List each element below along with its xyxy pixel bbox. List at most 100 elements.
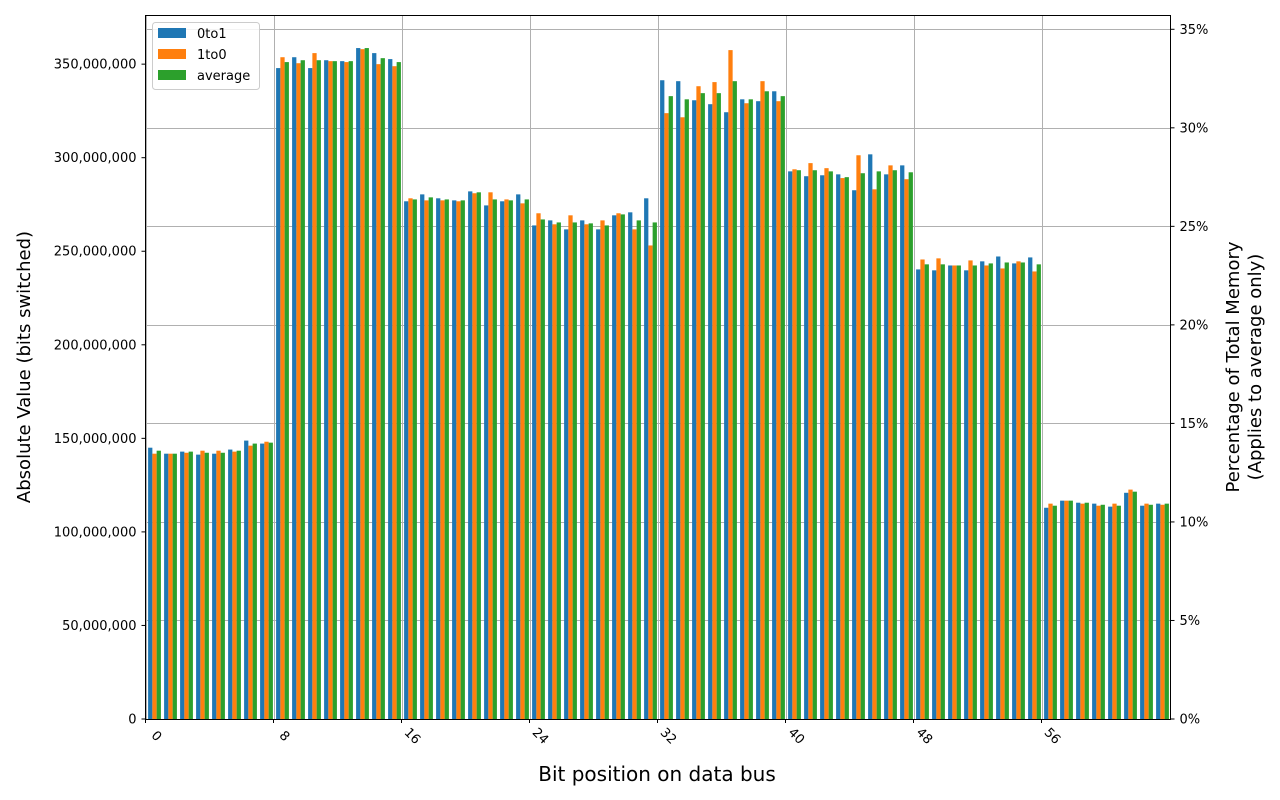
bar-1to0-bit-21 (488, 192, 493, 719)
x-tick-label: 16 (401, 725, 423, 747)
bar-1to0-bit-43 (840, 178, 845, 720)
bar-average-bit-12 (348, 61, 353, 719)
bar-0to1-bit-24 (532, 225, 537, 719)
bar-0to1-bit-34 (692, 100, 697, 719)
bar-0to1-bit-11 (324, 60, 329, 720)
bar-1to0-bit-10 (312, 53, 317, 720)
x-tick-label: 0 (148, 728, 164, 744)
bar-0to1-bit-6 (244, 440, 249, 719)
bar-1to0-bit-56 (1048, 503, 1053, 719)
bar-1to0-bit-23 (520, 203, 525, 720)
bar-1to0-bit-0 (152, 453, 157, 719)
bar-0to1-bit-3 (196, 454, 201, 719)
bar-average-bit-56 (1052, 505, 1057, 719)
bar-0to1-bit-9 (292, 57, 297, 720)
bar-average-bit-19 (460, 200, 465, 720)
legend-item-1to0: 1to0 (158, 48, 227, 63)
bar-average-bit-26 (572, 222, 577, 719)
bar-average-bit-13 (364, 48, 369, 720)
legend-swatch-1to0 (158, 49, 186, 59)
bar-0to1-bit-53 (996, 256, 1001, 719)
y-right-tick-label: 20% (1180, 318, 1209, 333)
bar-0to1-bit-20 (468, 191, 473, 720)
bar-average-bit-15 (396, 62, 401, 719)
x-axis-label: Bit position on data bus (538, 762, 776, 786)
bar-0to1-bit-52 (980, 261, 985, 719)
bar-1to0-bit-4 (216, 450, 221, 719)
bar-average-bit-23 (524, 199, 529, 720)
bar-1to0-bit-59 (1096, 505, 1101, 719)
bar-0to1-bit-63 (1156, 503, 1161, 719)
x-tick-label: 8 (276, 728, 292, 744)
bar-average-bit-55 (1036, 264, 1041, 719)
x-tick-label: 32 (657, 725, 679, 747)
bar-0to1-bit-48 (916, 269, 921, 719)
series-average (156, 48, 1169, 720)
bar-0to1-bit-45 (868, 154, 873, 719)
bar-0to1-bit-5 (228, 449, 233, 719)
legend-item-0to1: 0to1 (158, 27, 227, 42)
legend-swatch-0to1 (158, 28, 186, 38)
bar-0to1-bit-37 (740, 99, 745, 719)
y-tick-label: 200,000,000 (54, 338, 137, 353)
bar-average-bit-38 (764, 91, 769, 719)
bar-0to1-bit-49 (932, 270, 937, 719)
bar-0to1-bit-44 (852, 190, 857, 719)
bar-average-bit-7 (268, 442, 273, 719)
bar-0to1-bit-56 (1044, 507, 1049, 719)
bar-average-bit-46 (892, 170, 897, 720)
y-right-tick-label: 10% (1180, 515, 1209, 530)
bar-0to1-bit-8 (276, 68, 281, 719)
bar-0to1-bit-28 (596, 229, 601, 720)
vertical-gridlines (146, 15, 1043, 719)
y-right-tick-label: 30% (1180, 121, 1209, 136)
bar-0to1-bit-27 (580, 220, 585, 719)
bar-average-bit-58 (1084, 502, 1089, 719)
bar-1to0-bit-9 (296, 63, 301, 719)
bar-1to0-bit-55 (1032, 271, 1037, 719)
bar-average-bit-10 (316, 60, 321, 720)
y-axis-label-right-line1: Percentage of Total Memory (1223, 241, 1244, 492)
legend-item-average: average (158, 69, 250, 84)
bar-0to1-bit-57 (1060, 500, 1065, 719)
bar-0to1-bit-51 (964, 270, 969, 719)
bar-1to0-bit-12 (344, 62, 349, 719)
y-right-tick-label: 0% (1180, 713, 1201, 728)
bar-average-bit-6 (252, 443, 257, 719)
bar-average-bit-61 (1132, 491, 1137, 719)
bar-1to0-bit-13 (360, 49, 365, 720)
bar-1to0-bit-27 (584, 224, 589, 720)
bar-average-bit-48 (924, 264, 929, 719)
bar-average-bit-63 (1164, 503, 1169, 719)
bar-1to0-bit-33 (680, 117, 685, 719)
bar-1to0-bit-32 (664, 113, 669, 720)
series-0to1 (148, 48, 1161, 720)
bar-0to1-bit-46 (884, 174, 889, 720)
bar-0to1-bit-13 (356, 48, 361, 720)
right-y-axis: 0% 5% 10% 15% 20% 25% 30% 35% (1170, 23, 1209, 728)
left-y-axis: 0 50,000,000 100,000,000 150,000,000 200,000… (54, 58, 146, 728)
bar-0to1-bit-26 (564, 229, 569, 720)
legend-label-average: average (197, 69, 250, 84)
bars-area (148, 48, 1169, 720)
bar-1to0-bit-22 (504, 199, 509, 720)
bar-1to0-bit-48 (920, 259, 925, 719)
bar-average-bit-52 (988, 263, 993, 719)
bar-0to1-bit-35 (708, 104, 713, 719)
bar-0to1-bit-22 (500, 201, 505, 720)
bar-1to0-bit-5 (232, 451, 237, 719)
legend-label-1to0: 1to0 (197, 48, 227, 63)
bar-average-bit-2 (188, 451, 193, 719)
bar-average-bit-22 (508, 200, 513, 720)
legend-swatch-average (158, 70, 186, 80)
y-tick-label: 250,000,000 (54, 245, 137, 260)
bar-1to0-bit-8 (280, 57, 285, 720)
bar-1to0-bit-20 (472, 193, 477, 719)
bar-average-bit-24 (540, 219, 545, 719)
y-tick-label: 50,000,000 (62, 619, 136, 634)
bar-1to0-bit-61 (1128, 489, 1133, 719)
bar-0to1-bit-62 (1140, 505, 1145, 719)
y-right-tick-label: 15% (1180, 417, 1209, 432)
y-tick-label: 100,000,000 (54, 525, 137, 540)
bar-average-bit-50 (956, 265, 961, 719)
